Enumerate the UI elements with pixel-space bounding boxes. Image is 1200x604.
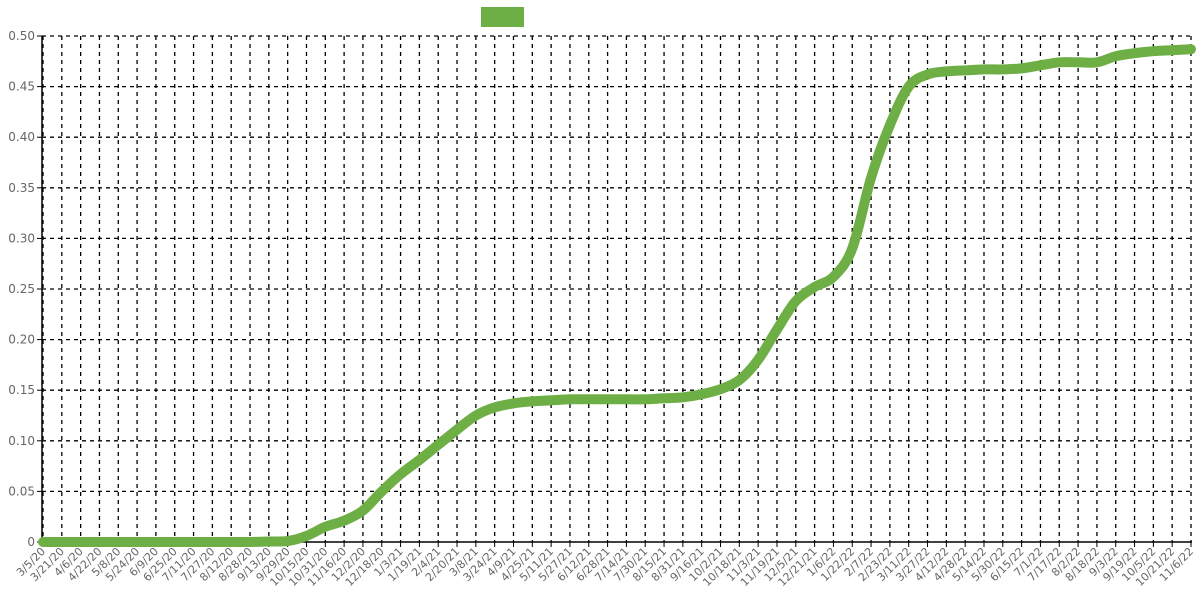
y-tick-label: 0.40	[8, 130, 35, 144]
y-axis-ticks: 0 0.05 0.10 0.15 0.20 0.25 0.30 0.35 0.40 0.45 0.5…	[8, 29, 42, 549]
y-tick-label: 0.25	[8, 282, 35, 296]
series-line	[43, 49, 1191, 542]
y-tick-label: 0.45	[8, 80, 35, 94]
grid	[42, 36, 1192, 542]
series	[43, 49, 1191, 542]
x-axis-ticks: 3/5/203/21/204/6/204/22/205/8/205/24/206…	[14, 542, 1196, 589]
legend-swatch[interactable]	[481, 7, 524, 27]
y-tick-label: 0.10	[8, 434, 35, 448]
y-tick-label: 0.30	[8, 231, 35, 245]
y-tick-label: 0.35	[8, 181, 35, 195]
y-tick-label: 0.20	[8, 333, 35, 347]
y-tick-label: 0.50	[8, 29, 35, 43]
y-tick-label: 0.15	[8, 383, 35, 397]
y-tick-label: 0.05	[8, 484, 35, 498]
legend	[481, 7, 524, 27]
y-tick-label: 0	[27, 535, 35, 549]
